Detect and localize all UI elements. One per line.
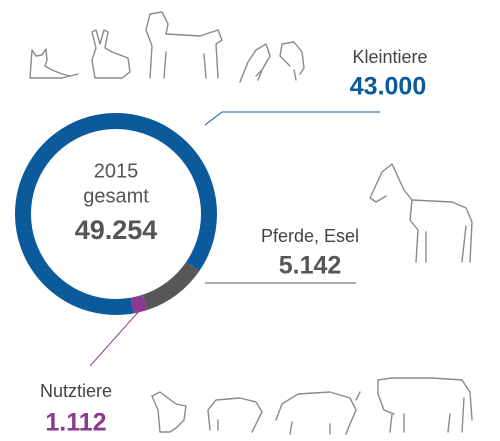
legend-label: Pferde, Esel [261,226,359,246]
value-label: 43.000 [350,73,426,101]
farm-animal-icons [151,377,473,435]
value-label: 5.142 [279,252,342,280]
small-animal-icons [29,11,305,83]
donut-segment [15,113,217,315]
donut-segment [142,261,200,310]
leader-line [204,111,380,126]
center-total: 49.254 [75,215,158,245]
value-label: 1.112 [45,409,106,437]
center-year: 2015 [94,160,139,182]
donut-segment [130,294,148,314]
center-caption: gesamt [83,185,149,207]
horse-icon [369,163,473,263]
leader-line [89,309,141,367]
legend-label: Kleintiere [352,47,427,67]
legend-label: Nutztiere [40,381,112,401]
